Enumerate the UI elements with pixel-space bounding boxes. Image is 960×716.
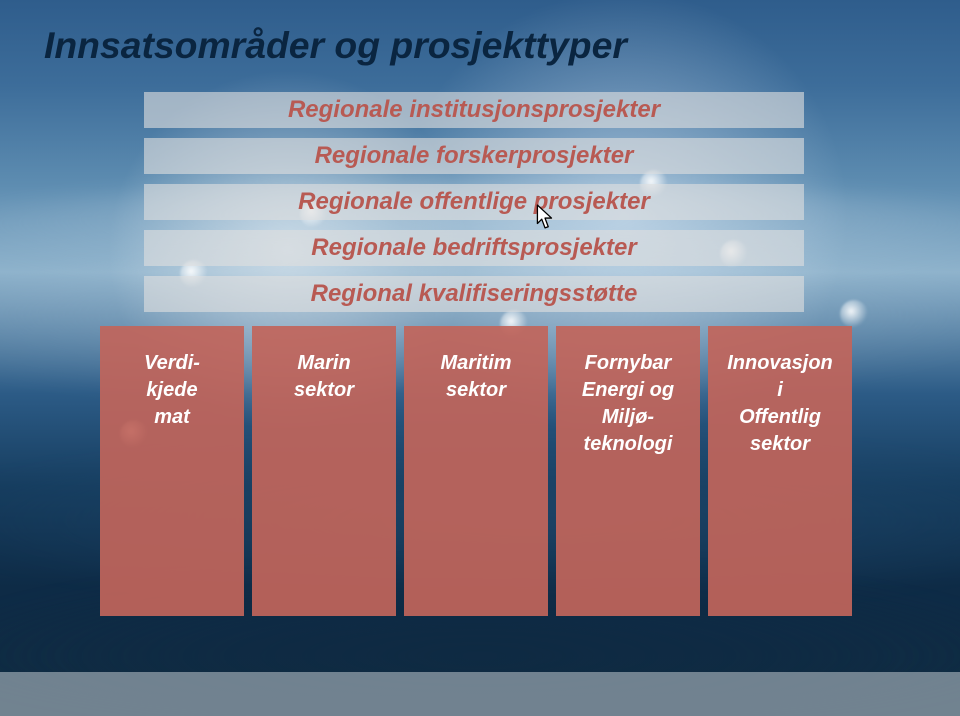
slide-title: Innsatsområder og prosjekttyper	[44, 24, 627, 67]
project-type-label: Regionale forskerprosjekter	[315, 142, 634, 169]
footer-band	[0, 672, 960, 716]
project-type-label: Regionale institusjonsprosjekter	[288, 96, 660, 123]
sector-label: Fornybar Energi og Miljø- teknologi	[582, 326, 674, 458]
project-type-row: Regional kvalifiseringsstøtte	[144, 276, 804, 312]
project-type-label: Regionale offentlige prosjekter	[298, 188, 650, 215]
sector-label: Marin sektor	[294, 326, 354, 404]
slide-stage: Innsatsområder og prosjekttyper Regional…	[0, 0, 960, 716]
sector-column: Fornybar Energi og Miljø- teknologi	[556, 326, 700, 616]
sector-label: Innovasjon i Offentlig sektor	[727, 326, 833, 458]
sector-column: Marin sektor	[252, 326, 396, 616]
sector-label: Maritim sektor	[440, 326, 511, 404]
sector-column: Innovasjon i Offentlig sektor	[708, 326, 852, 616]
project-type-row: Regionale bedriftsprosjekter	[144, 230, 804, 266]
project-type-row: Regionale forskerprosjekter	[144, 138, 804, 174]
project-type-label: Regionale bedriftsprosjekter	[311, 234, 636, 261]
project-type-row: Regionale offentlige prosjekter	[144, 184, 804, 220]
project-type-label: Regional kvalifiseringsstøtte	[311, 280, 638, 307]
project-type-row: Regionale institusjonsprosjekter	[144, 92, 804, 128]
sector-column: Maritim sektor	[404, 326, 548, 616]
sector-column: Verdi- kjede mat	[100, 326, 244, 616]
sector-label: Verdi- kjede mat	[144, 326, 200, 431]
